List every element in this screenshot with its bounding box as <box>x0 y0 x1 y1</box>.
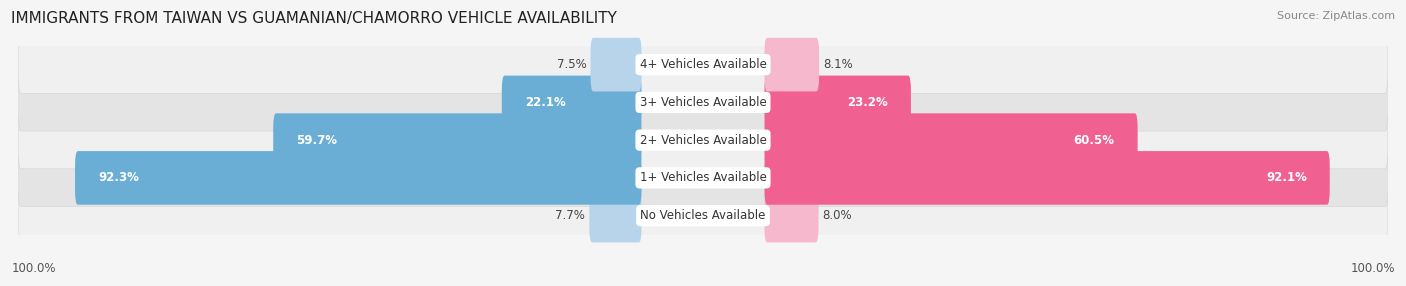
Text: 8.1%: 8.1% <box>823 58 853 71</box>
Text: 60.5%: 60.5% <box>1074 134 1115 147</box>
Text: 100.0%: 100.0% <box>1350 262 1395 275</box>
Text: 1+ Vehicles Available: 1+ Vehicles Available <box>640 171 766 184</box>
FancyBboxPatch shape <box>765 38 820 92</box>
FancyBboxPatch shape <box>765 151 1330 205</box>
Text: 100.0%: 100.0% <box>11 262 56 275</box>
FancyBboxPatch shape <box>18 187 1388 244</box>
Text: 2+ Vehicles Available: 2+ Vehicles Available <box>640 134 766 147</box>
FancyBboxPatch shape <box>18 149 1388 206</box>
Text: 92.1%: 92.1% <box>1265 171 1306 184</box>
Text: IMMIGRANTS FROM TAIWAN VS GUAMANIAN/CHAMORRO VEHICLE AVAILABILITY: IMMIGRANTS FROM TAIWAN VS GUAMANIAN/CHAM… <box>11 11 617 26</box>
FancyBboxPatch shape <box>591 38 641 92</box>
Text: 59.7%: 59.7% <box>297 134 337 147</box>
Text: No Vehicles Available: No Vehicles Available <box>640 209 766 222</box>
FancyBboxPatch shape <box>589 189 641 243</box>
Text: 23.2%: 23.2% <box>848 96 889 109</box>
Text: 7.5%: 7.5% <box>557 58 586 71</box>
Text: Source: ZipAtlas.com: Source: ZipAtlas.com <box>1277 11 1395 21</box>
FancyBboxPatch shape <box>18 112 1388 169</box>
Text: 22.1%: 22.1% <box>524 96 565 109</box>
FancyBboxPatch shape <box>18 36 1388 93</box>
Text: 7.7%: 7.7% <box>555 209 585 222</box>
Text: 3+ Vehicles Available: 3+ Vehicles Available <box>640 96 766 109</box>
FancyBboxPatch shape <box>273 113 641 167</box>
Text: 92.3%: 92.3% <box>98 171 139 184</box>
Text: 8.0%: 8.0% <box>823 209 852 222</box>
FancyBboxPatch shape <box>765 76 911 129</box>
FancyBboxPatch shape <box>502 76 641 129</box>
FancyBboxPatch shape <box>765 189 818 243</box>
Text: 4+ Vehicles Available: 4+ Vehicles Available <box>640 58 766 71</box>
FancyBboxPatch shape <box>765 113 1137 167</box>
FancyBboxPatch shape <box>18 74 1388 131</box>
FancyBboxPatch shape <box>75 151 641 205</box>
